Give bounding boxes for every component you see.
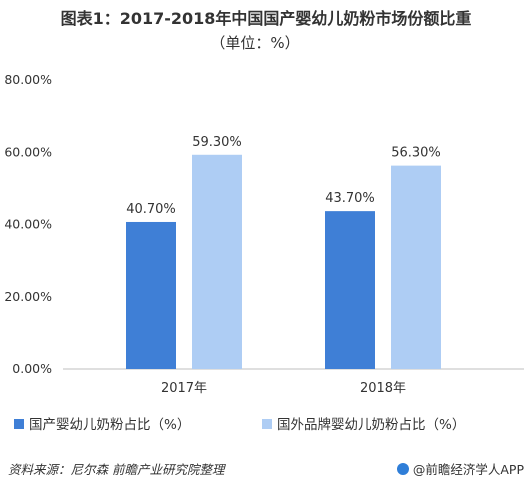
legend-swatch [262,419,272,429]
chart-subtitle: （单位：%） [210,34,299,52]
bar-foreign [391,165,441,369]
x-tick-label: 2017年 [161,381,207,396]
source-note: 资料来源：尼尔森 前瞻产业研究院整理 [8,462,225,477]
bar-labels: 40.70% 59.30% 43.70% 56.30% [126,135,441,217]
legend-label: 国产婴幼儿奶粉占比（%） [29,417,190,433]
y-tick-label: 60.00% [4,144,52,159]
bar-value-label: 43.70% [325,191,375,206]
bar-value-label: 56.30% [391,146,441,161]
x-tick-label: 2018年 [360,381,406,396]
y-tick-label: 20.00% [4,289,52,304]
brand-logo-icon [396,463,409,475]
bar-domestic [325,211,375,369]
y-tick-label: 0.00% [12,361,52,376]
brand-watermark: @前瞻经济学人APP [396,459,524,478]
bars [126,154,441,369]
x-axis: 2017年 2018年 [161,381,406,396]
legend-label: 国外品牌婴幼儿奶粉占比（%） [277,416,465,433]
bar-domestic [126,221,176,369]
bar-value-label: 59.30% [192,135,242,150]
legend-swatch [14,419,24,429]
y-tick-label: 80.00% [4,72,52,87]
bar-value-label: 40.70% [126,202,176,217]
y-axis: 0.00% 20.00% 40.00% 60.00% 80.00% [4,72,52,376]
legend: 国产婴幼儿奶粉占比（%） 国外品牌婴幼儿奶粉占比（%） [14,416,465,433]
y-tick-label: 40.00% [4,217,52,232]
brand-text: @前瞻经济学人APP [412,462,524,477]
bar-foreign [192,154,242,369]
chart-title: 图表1：2017-2018年中国国产婴幼儿奶粉市场份额比重 [61,9,472,28]
